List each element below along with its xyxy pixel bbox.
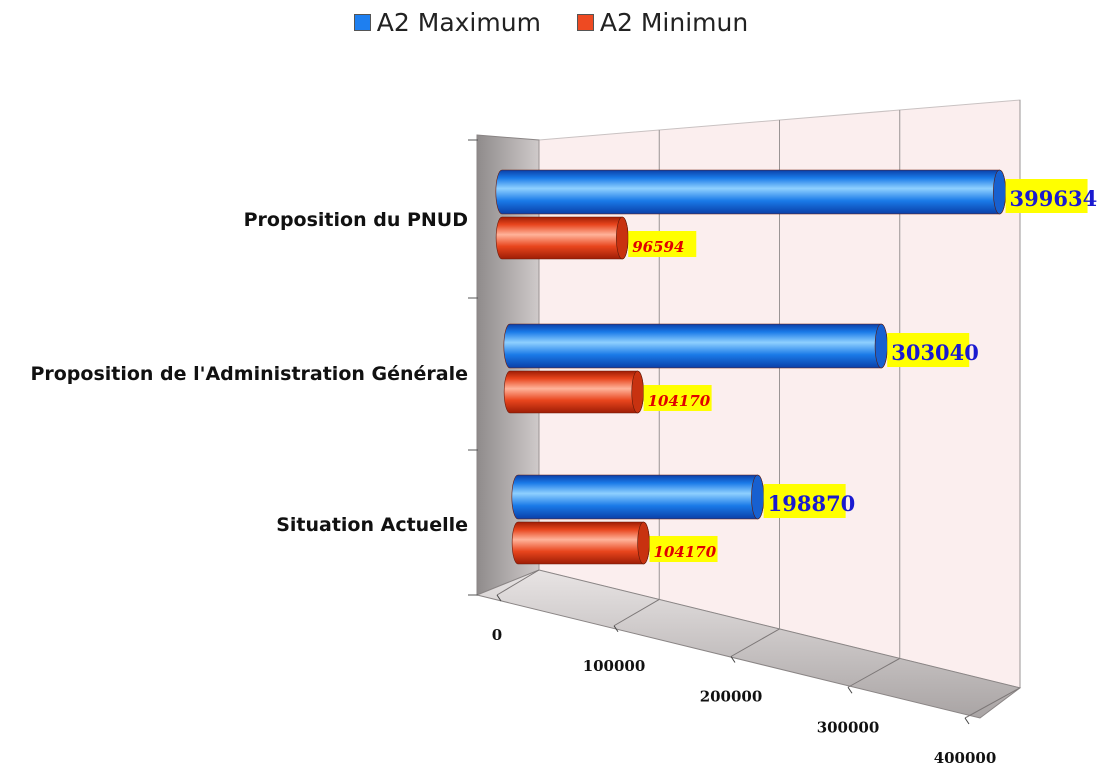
bar-min <box>495 216 629 260</box>
x-tick-mark <box>613 625 619 633</box>
x-tick-mark <box>964 717 970 725</box>
legend-label-max: A2 Maximum <box>376 8 541 37</box>
legend-swatch-min <box>576 14 594 31</box>
bar-max <box>503 323 888 369</box>
x-tick-mark <box>730 656 736 663</box>
data-label-min: 104170 <box>643 385 712 411</box>
data-label-max: 303040 <box>887 333 979 367</box>
svg-text:96594: 96594 <box>632 238 684 256</box>
legend-item-max: A2 Maximum <box>353 8 541 37</box>
floor-gridline <box>496 569 540 596</box>
svg-text:104170: 104170 <box>654 543 717 561</box>
svg-text:303040: 303040 <box>891 340 979 365</box>
x-tick-label: 200000 <box>700 688 763 706</box>
legend: A2 Maximum A2 Minimun <box>0 8 1102 37</box>
x-tick-label: 0 <box>492 626 502 644</box>
category-label: Proposition de l'Administration Générale <box>30 363 468 385</box>
bar-max <box>495 169 1007 215</box>
bar-min <box>503 370 644 414</box>
svg-text:198870: 198870 <box>768 491 856 516</box>
x-tick-mark <box>496 594 502 602</box>
legend-swatch-max <box>353 14 371 31</box>
data-label-max: 399634 <box>1005 179 1098 213</box>
x-tick-label: 400000 <box>934 749 997 767</box>
legend-item-min: A2 Minimun <box>576 8 749 37</box>
bar-max <box>511 474 765 520</box>
x-tick-label: 100000 <box>583 657 646 675</box>
x-tick-label: 300000 <box>817 718 880 736</box>
legend-label-min: A2 Minimun <box>599 8 749 37</box>
svg-text:104170: 104170 <box>648 392 711 410</box>
floor-gridline <box>730 628 780 657</box>
category-label: Proposition du PNUD <box>244 209 468 231</box>
data-label-min: 104170 <box>649 536 718 562</box>
data-label-min: 96594 <box>628 231 697 257</box>
x-tick-mark <box>847 686 853 694</box>
svg-text:399634: 399634 <box>1010 186 1098 211</box>
floor-gridline <box>847 657 900 688</box>
data-label-max: 198870 <box>763 484 856 518</box>
floor-gridline <box>964 687 1021 719</box>
floor-gridline <box>613 599 660 627</box>
category-label: Situation Actuelle <box>276 514 468 536</box>
bar-min <box>511 521 650 565</box>
